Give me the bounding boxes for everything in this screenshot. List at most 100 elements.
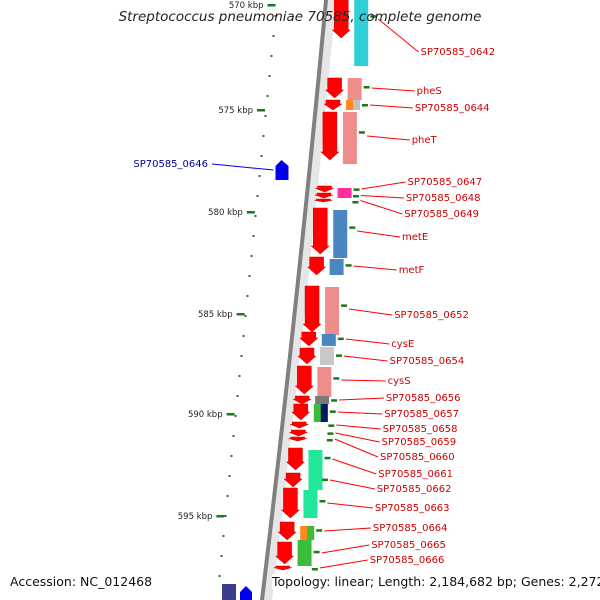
gene-label: pheT bbox=[412, 135, 438, 146]
gene-label: SP70585_0644 bbox=[415, 103, 490, 114]
feature-tick bbox=[335, 354, 342, 357]
gene-domain-band bbox=[342, 112, 357, 164]
feature-tick bbox=[352, 201, 359, 204]
gene-domain-band bbox=[347, 78, 362, 100]
ruler-dot bbox=[264, 115, 267, 117]
gene-arrow-reverse bbox=[275, 160, 289, 180]
ruler-dot bbox=[232, 435, 235, 437]
gene-arrow-forward bbox=[314, 198, 333, 203]
feature-tick bbox=[345, 264, 352, 267]
gene-arrow-forward bbox=[331, 0, 351, 39]
ruler-dot bbox=[230, 455, 233, 457]
feature-tick bbox=[319, 500, 326, 503]
gene-arrow-forward bbox=[297, 347, 317, 365]
ruler-dot bbox=[222, 535, 225, 537]
gene-arrow-forward bbox=[277, 521, 297, 541]
gene-domain-band bbox=[333, 210, 348, 258]
ruler-dot bbox=[240, 355, 243, 357]
feature-tick bbox=[329, 410, 336, 413]
ruler-dot bbox=[226, 495, 229, 497]
accession-text: Accession: NC_012468 bbox=[10, 574, 153, 589]
scale-tick bbox=[267, 4, 276, 7]
gene-arrow-forward bbox=[323, 99, 343, 111]
gene-leader-line bbox=[353, 265, 397, 271]
gene-arrow-forward bbox=[285, 447, 306, 471]
gene-arrow-forward bbox=[306, 256, 327, 276]
backbone-shadow bbox=[261, 0, 337, 600]
scale-label: 575 kbp bbox=[218, 106, 253, 116]
ruler-dot bbox=[268, 75, 271, 77]
gene-leader-line bbox=[319, 559, 368, 569]
gene-label: cysS bbox=[388, 376, 411, 387]
scale-tick bbox=[246, 211, 255, 214]
gene-label: metF bbox=[399, 265, 425, 276]
ruler-dot bbox=[258, 175, 261, 177]
feature-tick bbox=[331, 399, 338, 402]
ruler-dot bbox=[254, 215, 257, 217]
gene-label: SP70585_0658 bbox=[383, 424, 458, 435]
gene-domain-band bbox=[317, 367, 332, 397]
feature-tick bbox=[333, 377, 340, 380]
gene-leader-line bbox=[357, 230, 401, 238]
gene-label: SP70585_0647 bbox=[408, 177, 483, 188]
gene-arrow-forward bbox=[291, 403, 311, 421]
ruler-dot bbox=[266, 95, 269, 97]
ruler-dot bbox=[220, 555, 223, 557]
feature-tick bbox=[341, 304, 348, 307]
gene-leader-line bbox=[360, 195, 404, 199]
gene-domain-band bbox=[320, 404, 328, 422]
gene-arrow-forward bbox=[315, 185, 334, 193]
topology-text: Topology: linear; Length: 2,184,682 bp; … bbox=[272, 574, 600, 589]
gene-label: pheS bbox=[417, 86, 442, 97]
feature-tick bbox=[327, 432, 334, 435]
gene-leader-line bbox=[329, 479, 375, 490]
gene-label: SP70585_0654 bbox=[390, 356, 465, 367]
gene-leader-line bbox=[343, 355, 388, 362]
gene-label: SP70585_0663 bbox=[375, 503, 450, 514]
feature-tick bbox=[311, 568, 318, 571]
gene-leader-line bbox=[324, 527, 371, 532]
ruler-dot bbox=[252, 235, 255, 237]
feature-tick bbox=[328, 424, 335, 427]
gene-label: SP70585_0656 bbox=[386, 393, 461, 404]
gene-leader-line bbox=[369, 104, 413, 109]
feature-tick bbox=[370, 15, 377, 18]
gene-leader-line bbox=[211, 163, 274, 171]
feature-tick bbox=[352, 195, 359, 198]
feature-tick bbox=[358, 131, 365, 134]
gene-label: SP70585_0665 bbox=[371, 540, 446, 551]
scale-label: 590 kbp bbox=[188, 410, 223, 420]
gene-arrow-forward bbox=[288, 436, 307, 442]
ruler-dot bbox=[262, 135, 265, 137]
gene-arrow-forward bbox=[292, 395, 312, 405]
ruler-dot bbox=[270, 55, 273, 57]
gene-arrow-forward bbox=[290, 421, 309, 429]
gene-leader-line bbox=[339, 397, 384, 401]
gene-leader-line bbox=[348, 308, 393, 316]
ruler-dot bbox=[260, 155, 263, 157]
gene-label: SP70585_0642 bbox=[421, 47, 496, 58]
gene-domain-band bbox=[308, 450, 323, 490]
feature-tick bbox=[324, 456, 331, 460]
scale-label: 570 kbp bbox=[229, 1, 264, 11]
gene-leader-line bbox=[336, 424, 381, 430]
gene-domain-band bbox=[315, 396, 330, 404]
gene-arrow-forward bbox=[274, 541, 295, 565]
gene-leader-line bbox=[341, 379, 386, 382]
feature-tick bbox=[337, 337, 344, 341]
gene-label: cysE bbox=[391, 339, 414, 350]
gene-label: SP70585_0657 bbox=[384, 409, 459, 420]
feature-tick bbox=[353, 188, 360, 191]
ruler-dot bbox=[248, 275, 251, 277]
ruler-dot bbox=[224, 515, 227, 517]
gene-arrow-forward bbox=[280, 487, 301, 519]
ruler-dot bbox=[274, 15, 277, 17]
ruler-dot bbox=[256, 195, 259, 197]
gene-leader-line bbox=[371, 87, 415, 92]
ruler-dot bbox=[250, 255, 253, 257]
gene-leader-line bbox=[321, 544, 370, 554]
gene-label: SP70585_0662 bbox=[377, 484, 452, 495]
gene-leader-line bbox=[337, 411, 383, 415]
ruler-dot bbox=[234, 415, 237, 417]
scale-tick bbox=[257, 109, 265, 112]
